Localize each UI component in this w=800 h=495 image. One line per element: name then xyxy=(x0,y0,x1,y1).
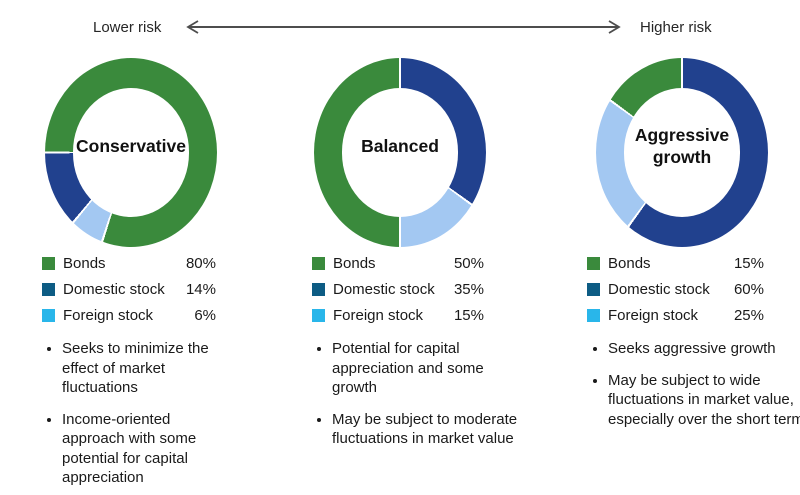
bonds-swatch-icon xyxy=(42,256,55,270)
foreign-stock-swatch-icon xyxy=(587,308,600,322)
domestic-stock-swatch-icon xyxy=(312,282,325,296)
bullets-conservative: Seeks to minimize the effect of market f… xyxy=(40,339,237,495)
legend-label: Foreign stock xyxy=(608,306,699,324)
arrowhead-right-icon xyxy=(608,20,621,34)
legend-row-domestic-stock: Domestic stock 14% xyxy=(42,276,216,302)
donut-hole: Aggressive growth xyxy=(623,88,741,217)
legend-row-domestic-stock: Domestic stock 35% xyxy=(312,276,484,302)
bullet-item: Seeks aggressive growth xyxy=(608,339,800,359)
legend-label: Bonds xyxy=(608,254,651,272)
legend-value: 6% xyxy=(194,306,216,324)
donut-title-balanced: Balanced xyxy=(361,136,439,157)
bullet-item: May be subject to moderate fluctuations … xyxy=(332,410,524,449)
legend-value: 15% xyxy=(733,254,764,272)
legend-row-bonds: Bonds 50% xyxy=(312,250,484,276)
foreign-stock-swatch-icon xyxy=(312,308,325,322)
bonds-swatch-icon xyxy=(587,256,600,270)
donut-title-aggressive-growth: Aggressive growth xyxy=(634,125,730,168)
donut-chart-aggressive-growth: Aggressive growth xyxy=(596,58,768,247)
domestic-stock-swatch-icon xyxy=(42,282,55,296)
bullet-item: Potential for capital appreciation and s… xyxy=(332,339,524,398)
lower-risk-label: Lower risk xyxy=(93,19,162,36)
donut-chart-balanced: Balanced xyxy=(314,58,486,247)
donut-chart-conservative: Conservative xyxy=(45,58,217,247)
legend-value: 15% xyxy=(453,306,484,324)
legend-row-bonds: Bonds 80% xyxy=(42,250,216,276)
legend-row-bonds: Bonds 15% xyxy=(587,250,764,276)
legend-label: Domestic stock xyxy=(63,280,165,298)
legend-label: Bonds xyxy=(63,254,106,272)
legend-value: 25% xyxy=(733,306,764,324)
legend-row-foreign-stock: Foreign stock 15% xyxy=(312,302,484,328)
bonds-swatch-icon xyxy=(312,256,325,270)
legend-value: 80% xyxy=(185,254,216,272)
bullets-aggressive-growth: Seeks aggressive growth May be subject t… xyxy=(586,339,800,441)
legend-value: 50% xyxy=(453,254,484,272)
bullet-item: May be subject to wide fluctuations in m… xyxy=(608,371,800,430)
arrowhead-left-icon xyxy=(186,20,199,34)
foreign-stock-swatch-icon xyxy=(42,308,55,322)
legend-row-foreign-stock: Foreign stock 6% xyxy=(42,302,216,328)
legend-value: 14% xyxy=(185,280,216,298)
legend-conservative: Bonds 80% Domestic stock 14% Foreign sto… xyxy=(42,250,216,328)
legend-row-foreign-stock: Foreign stock 25% xyxy=(587,302,764,328)
legend-label: Foreign stock xyxy=(333,306,424,324)
bullet-item: Income-oriented approach with some poten… xyxy=(62,410,237,488)
legend-value: 35% xyxy=(453,280,484,298)
legend-balanced: Bonds 50% Domestic stock 35% Foreign sto… xyxy=(312,250,484,328)
bullets-balanced: Potential for capital appreciation and s… xyxy=(310,339,524,461)
risk-scale-arrow xyxy=(186,20,621,34)
legend-value: 60% xyxy=(733,280,764,298)
legend-label: Foreign stock xyxy=(63,306,154,324)
legend-label: Domestic stock xyxy=(333,280,435,298)
legend-row-domestic-stock: Domestic stock 60% xyxy=(587,276,764,302)
legend-label: Bonds xyxy=(333,254,376,272)
legend-aggressive-growth: Bonds 15% Domestic stock 60% Foreign sto… xyxy=(587,250,764,328)
bullet-item: Seeks to minimize the effect of market f… xyxy=(62,339,237,398)
donut-title-conservative: Conservative xyxy=(76,136,186,157)
domestic-stock-swatch-icon xyxy=(587,282,600,296)
donut-hole: Conservative xyxy=(72,88,190,217)
donut-hole: Balanced xyxy=(341,88,459,217)
higher-risk-label: Higher risk xyxy=(640,19,712,36)
legend-label: Domestic stock xyxy=(608,280,710,298)
